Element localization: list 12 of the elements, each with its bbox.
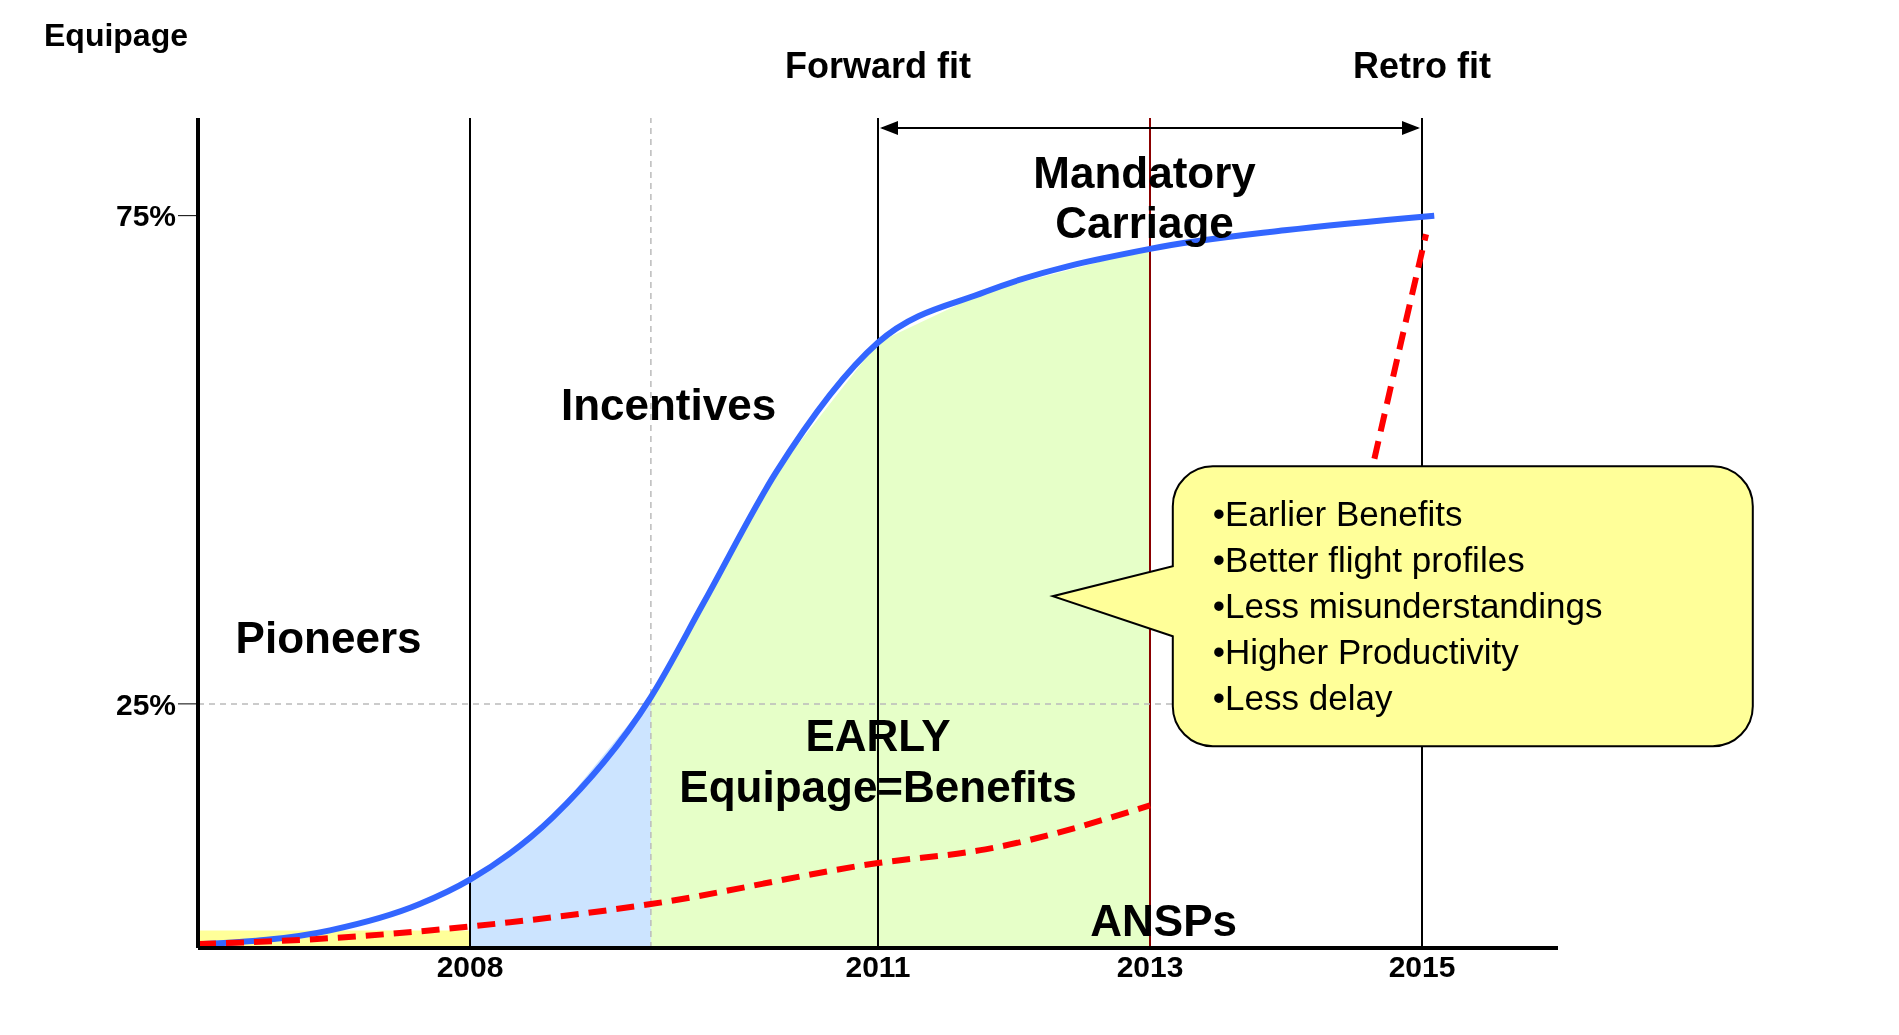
y-tick-label: 25%: [115, 687, 176, 721]
x-tick-label: 2015: [1388, 950, 1456, 984]
annotation: Pioneers: [235, 613, 422, 663]
annotation: •Earlier Benefits •Better flight profiles •Less misunderstandings •Higher Productivity •Less delay: [1212, 494, 1603, 718]
annotation: Incentives: [560, 379, 777, 429]
x-tick-label: 2008: [436, 950, 504, 984]
x-tick-label: 2013: [1116, 950, 1184, 984]
x-tick-label: 2011: [845, 950, 911, 984]
y-axis-title: Equipage: [43, 17, 188, 54]
y-tick-label: 75%: [115, 199, 176, 233]
ref-line-label: Retro fit: [1353, 45, 1491, 86]
ref-line-label: Forward fit: [785, 45, 972, 86]
